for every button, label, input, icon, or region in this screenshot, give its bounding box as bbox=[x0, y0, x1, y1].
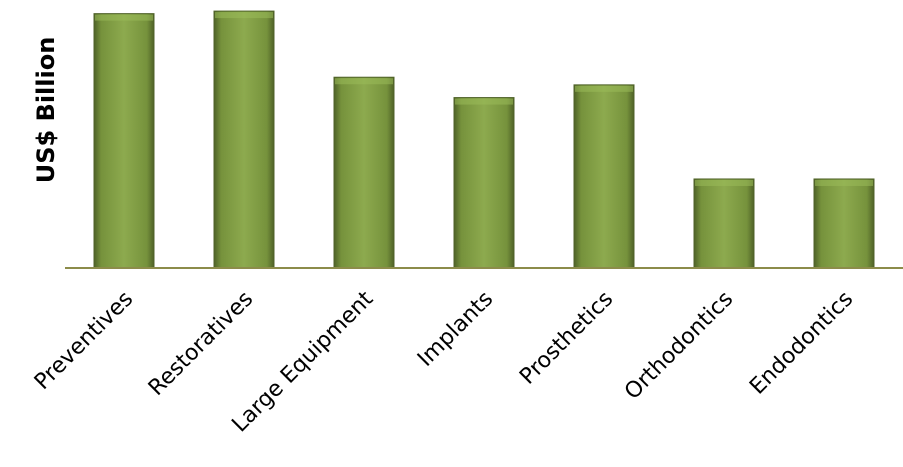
bar-rect bbox=[693, 178, 755, 269]
x-tick-label: Implants bbox=[413, 287, 498, 372]
bar-highlight bbox=[575, 85, 633, 92]
bar-prosthetics bbox=[573, 84, 635, 269]
x-tick-label: Prosthetics bbox=[515, 287, 618, 390]
bar-rect bbox=[213, 10, 275, 269]
bar-highlight bbox=[215, 12, 273, 19]
x-tick-label: Restoratives bbox=[144, 287, 258, 401]
bar-restoratives bbox=[213, 10, 275, 269]
bar-rect bbox=[453, 97, 515, 269]
bar-preventives bbox=[93, 13, 155, 269]
bar-highlight bbox=[455, 98, 513, 105]
bar-rect bbox=[813, 178, 875, 269]
y-axis-label: US$ Billion bbox=[32, 37, 60, 184]
x-tick-label: Preventives bbox=[30, 287, 138, 395]
bar-highlight bbox=[335, 78, 393, 85]
bar-highlight bbox=[815, 179, 873, 186]
x-tick-label: Endodontics bbox=[745, 287, 858, 400]
bar-highlight bbox=[695, 179, 753, 186]
bar-large-equipment bbox=[333, 76, 395, 269]
bars-group bbox=[93, 10, 875, 269]
bar-rect bbox=[333, 76, 395, 269]
bar-rect bbox=[93, 13, 155, 269]
bar-orthodontics bbox=[693, 178, 755, 269]
bar-implants bbox=[453, 97, 515, 269]
bar-rect bbox=[573, 84, 635, 269]
bar-highlight bbox=[95, 14, 153, 21]
x-tick-label: Orthodontics bbox=[620, 287, 738, 405]
bar-endodontics bbox=[813, 178, 875, 269]
